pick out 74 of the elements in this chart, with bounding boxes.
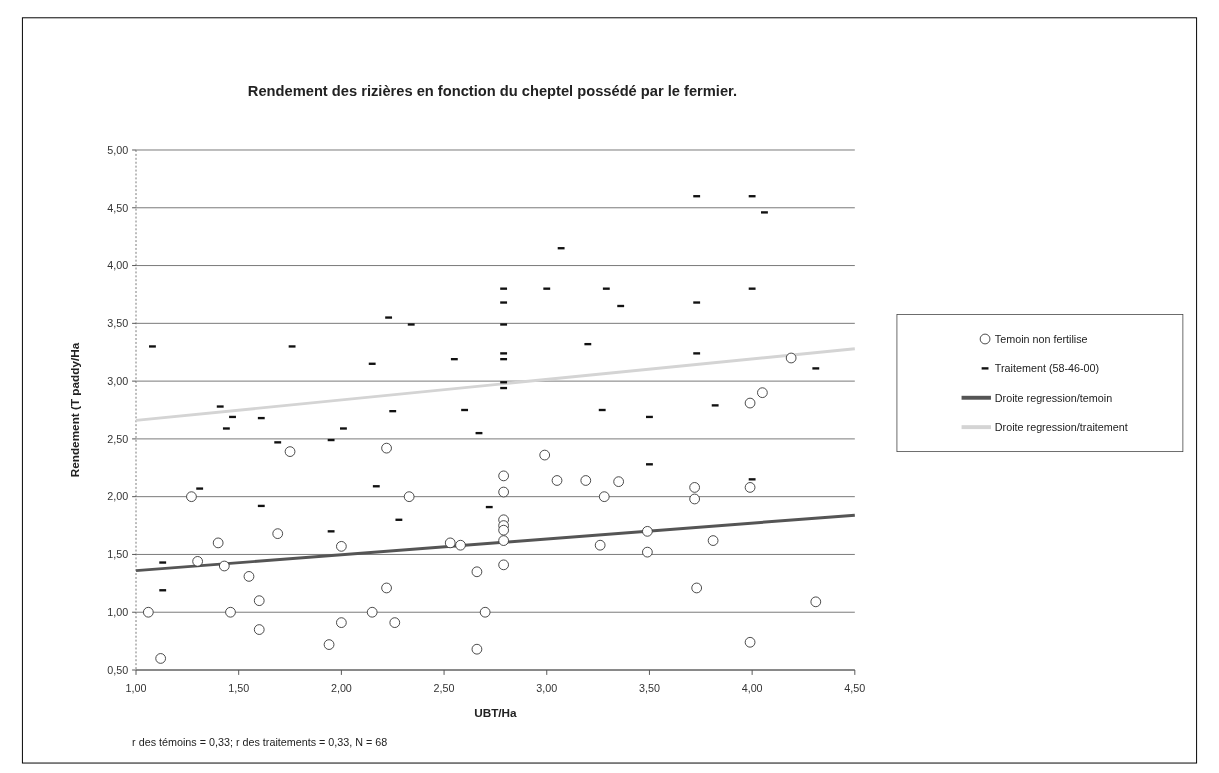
y-tick-label: 1,50 [107, 548, 129, 561]
point [253, 624, 265, 635]
point [689, 493, 700, 505]
legend-label: Temoin non fertilise [994, 332, 1088, 345]
y-tick-label: 1,00 [107, 606, 129, 618]
point [707, 535, 719, 546]
y-tick-label: 3,50 [107, 317, 129, 330]
point [225, 606, 236, 618]
point [810, 596, 822, 608]
point [744, 636, 756, 648]
point [444, 537, 456, 549]
point [757, 387, 768, 399]
point [218, 560, 230, 572]
x-tick-label: 3,00 [536, 681, 558, 694]
x-tick-label: 4,00 [741, 681, 763, 694]
point [212, 537, 224, 549]
point [471, 566, 483, 578]
point [642, 526, 653, 537]
point [580, 475, 592, 486]
y-tick-label: 3,00 [107, 374, 129, 387]
point [192, 556, 203, 567]
point [551, 475, 563, 486]
y-tick-label: 2,00 [107, 490, 129, 503]
point [594, 539, 606, 551]
point [498, 524, 509, 536]
point [455, 539, 466, 551]
x-tick-label: 1,00 [125, 681, 147, 694]
point [613, 476, 624, 487]
point [598, 491, 610, 503]
point [471, 643, 483, 655]
point [381, 582, 392, 594]
point [336, 617, 347, 628]
y-tick-label: 2,50 [107, 432, 129, 445]
point [253, 595, 265, 607]
y-tick-label: 4,00 [107, 259, 129, 272]
x-tick-label: 2,50 [433, 681, 455, 694]
point [284, 446, 296, 457]
point [479, 606, 491, 618]
legend-label: Droite regression/temoin [994, 391, 1113, 404]
point [381, 442, 392, 454]
text: r des témoins = 0,33; r des traitements = 0,33, N = 68 [132, 736, 388, 749]
x-tick-label: 2,00 [330, 681, 352, 694]
x-tick-label: 3,50 [638, 681, 660, 694]
y-tick-label: 0,50 [107, 663, 129, 676]
point [498, 559, 509, 571]
x-tick-label: 4,50 [844, 681, 866, 694]
point [498, 486, 509, 498]
y-tick-label: 5,00 [107, 143, 129, 156]
point [366, 606, 378, 618]
point [642, 546, 653, 558]
point [539, 449, 551, 461]
chart-title: Rendement des rizières en fonction du cheptel possédé par le fermier. [247, 83, 738, 100]
legend-label: Traitement (58-46-00) [994, 362, 1100, 375]
y-tick-label: 4,50 [107, 201, 129, 214]
point [155, 653, 166, 664]
x-axis-title: UBT/Ha [474, 706, 518, 720]
point [142, 606, 154, 618]
point [785, 352, 797, 364]
legend-label: Droite regression/traitement [994, 421, 1128, 434]
point [689, 482, 700, 493]
point [389, 617, 401, 628]
x-tick-label: 1,50 [228, 681, 250, 694]
point [272, 528, 284, 539]
point [323, 639, 335, 650]
point [186, 491, 197, 503]
point [691, 582, 703, 594]
point [498, 535, 509, 546]
point [336, 541, 347, 552]
y-axis-title: Rendement (T paddy/Ha [68, 342, 82, 478]
point [498, 470, 509, 482]
point [744, 482, 756, 493]
point [403, 491, 415, 503]
point [744, 397, 756, 409]
point [243, 571, 255, 582]
